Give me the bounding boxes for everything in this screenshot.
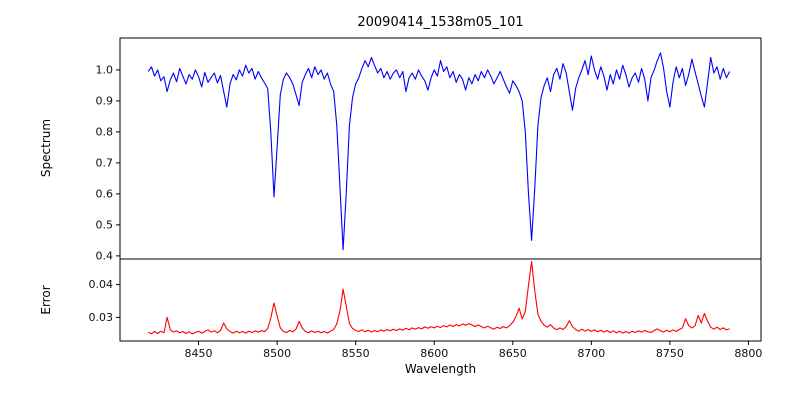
spectrum-y-tick-label: 0.9 [96, 94, 114, 107]
x-tick-label: 8750 [656, 347, 684, 360]
spectrum-y-tick-label: 0.7 [96, 156, 114, 169]
x-axis-label: Wavelength [404, 362, 477, 376]
x-tick-label: 8600 [420, 347, 448, 360]
spectrum-line [147, 52, 731, 251]
x-tick-label: 8500 [263, 347, 291, 360]
x-tick-label: 8550 [342, 347, 370, 360]
spectrum-y-tick-label: 0.4 [96, 249, 114, 262]
spectrum-panel-spines [119, 37, 762, 260]
x-tick-label: 8700 [577, 347, 605, 360]
error-y-tick-label: 0.03 [89, 311, 114, 324]
error-panel-spines [119, 258, 762, 342]
x-tick-label: 8450 [185, 347, 213, 360]
error-y-tick-label: 0.04 [89, 278, 114, 291]
error-line [148, 261, 730, 335]
spectrum-y-tick-label: 0.8 [96, 125, 114, 138]
chart-title: 20090414_1538m05_101 [357, 15, 524, 30]
spectrum-y-tick-label: 1.0 [96, 63, 114, 76]
spectrum-y-tick-label: 0.6 [96, 187, 114, 200]
x-tick-label: 8650 [499, 347, 527, 360]
x-tick-label: 8800 [734, 347, 762, 360]
spectrum-y-tick-label: 0.5 [96, 218, 114, 231]
